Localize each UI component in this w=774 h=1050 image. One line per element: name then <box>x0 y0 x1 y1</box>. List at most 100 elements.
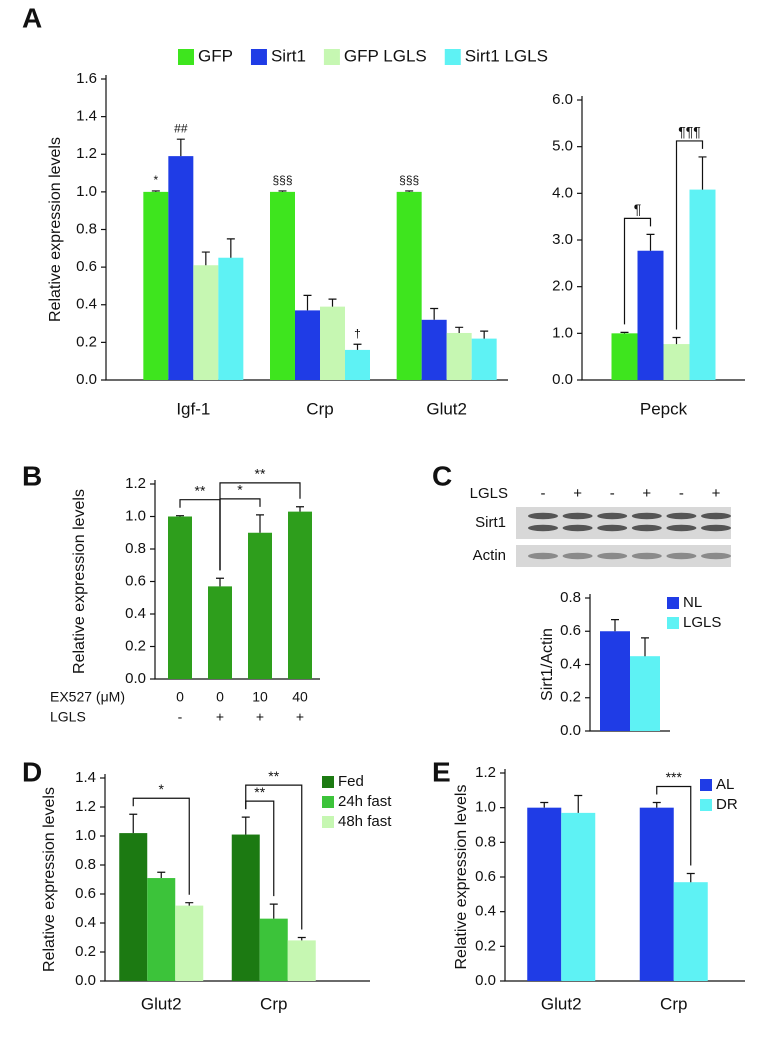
bar <box>561 812 596 981</box>
y-tick-label: 0.0 <box>560 722 581 739</box>
bracket-label: * <box>237 482 243 498</box>
legend-swatch <box>700 799 712 811</box>
error-bar <box>540 801 549 808</box>
y-tick-label: 1.0 <box>125 507 146 524</box>
legend-label: 48h fast <box>338 813 392 830</box>
legend-swatch <box>250 49 267 65</box>
blot-band <box>631 552 662 560</box>
bar <box>630 656 660 731</box>
bar <box>639 807 674 981</box>
bar <box>295 310 320 380</box>
annotation: ## <box>174 121 188 135</box>
bar <box>218 257 244 380</box>
y-tick-label: 0.0 <box>76 371 97 388</box>
error-bar <box>176 138 185 157</box>
y-tick-label: 0.6 <box>75 885 96 902</box>
y-axis-label: Relative expression levels <box>47 137 64 322</box>
y-tick-label: 0.0 <box>552 371 573 388</box>
y-tick-label: 0.6 <box>560 622 581 639</box>
bar <box>345 349 370 380</box>
bar <box>147 878 176 981</box>
legend-label: GFP <box>198 46 233 65</box>
blot-band <box>701 524 731 532</box>
bar <box>320 306 345 380</box>
legend-swatch <box>322 776 334 788</box>
lane-label: + <box>573 485 582 502</box>
bracket-label: ¶¶¶ <box>678 124 701 140</box>
error-bar <box>269 903 278 919</box>
x-tick-label: Glut2 <box>541 994 582 1013</box>
error-bar <box>574 794 583 813</box>
x-tick-label: - <box>178 709 183 725</box>
y-tick-label: 0.8 <box>75 856 96 873</box>
y-tick-label: 1.6 <box>76 70 97 87</box>
bar <box>471 338 497 380</box>
panel-letter: E <box>432 756 451 787</box>
y-tick-label: 0.4 <box>76 296 97 313</box>
bar <box>175 905 204 981</box>
y-tick-label: 1.2 <box>125 475 146 492</box>
bar <box>168 156 194 380</box>
legend-swatch <box>667 597 679 609</box>
y-tick-label: 0.2 <box>75 943 96 960</box>
row-label: Sirt1 <box>475 514 506 531</box>
x-tick-label: + <box>296 709 304 725</box>
blot-band <box>701 512 731 520</box>
error-bar <box>216 577 224 587</box>
bar <box>270 191 295 380</box>
row-label: Actin <box>473 547 506 564</box>
bar <box>446 332 472 380</box>
bar <box>637 250 664 380</box>
y-tick-label: 0.4 <box>475 903 496 920</box>
error-bar <box>176 515 184 517</box>
error-bar <box>157 871 166 879</box>
y-tick-label: 6.0 <box>552 91 573 108</box>
y-tick-label: 1.2 <box>76 145 97 162</box>
bracket <box>623 217 652 325</box>
y-tick-label: 0.0 <box>125 670 146 687</box>
error-bar <box>278 190 287 192</box>
blot-band <box>597 512 628 520</box>
y-tick-label: 5.0 <box>552 138 573 155</box>
bar <box>600 631 630 731</box>
error-bar <box>303 294 312 311</box>
error-bar <box>151 190 160 192</box>
bar <box>193 265 219 380</box>
y-tick-label: 1.2 <box>75 798 96 815</box>
bracket-label: ** <box>255 466 266 482</box>
x-tick-label: + <box>256 709 264 725</box>
blot-band <box>631 512 662 520</box>
x-tick-label: Igf-1 <box>176 399 210 418</box>
lane-label: - <box>679 485 684 502</box>
legend-label: LGLS <box>683 614 721 631</box>
axes <box>105 75 508 381</box>
error-bar <box>646 233 655 251</box>
x-tick-label: Crp <box>660 994 687 1013</box>
y-tick-label: 0.6 <box>76 258 97 275</box>
bar <box>248 532 272 679</box>
lane-label: + <box>642 485 651 502</box>
bracket <box>132 797 190 895</box>
legend-swatch <box>323 49 340 65</box>
y-tick-label: 1.0 <box>552 324 573 341</box>
panel-letter: A <box>22 2 42 33</box>
error-bar <box>353 343 362 350</box>
y-tick-label: 4.0 <box>552 184 573 201</box>
x-tick-label: + <box>216 709 224 725</box>
annotation: † <box>354 326 361 340</box>
legend-label: Sirt1 <box>271 46 306 65</box>
bracket-label: ¶ <box>634 201 642 217</box>
error-bar <box>652 801 661 808</box>
bracket <box>675 140 704 330</box>
bracket-label: ** <box>254 784 265 800</box>
legend-label: Fed <box>338 773 364 790</box>
y-tick-label: 0.8 <box>125 540 146 557</box>
y-tick-label: 0.2 <box>560 689 581 706</box>
y-tick-label: 0.8 <box>475 833 496 850</box>
y-tick-label: 0.4 <box>560 655 581 672</box>
y-tick-label: 0.6 <box>475 868 496 885</box>
x-tick-label: Crp <box>260 994 287 1013</box>
bar <box>689 189 716 380</box>
bar <box>663 344 690 380</box>
bar <box>168 516 192 679</box>
